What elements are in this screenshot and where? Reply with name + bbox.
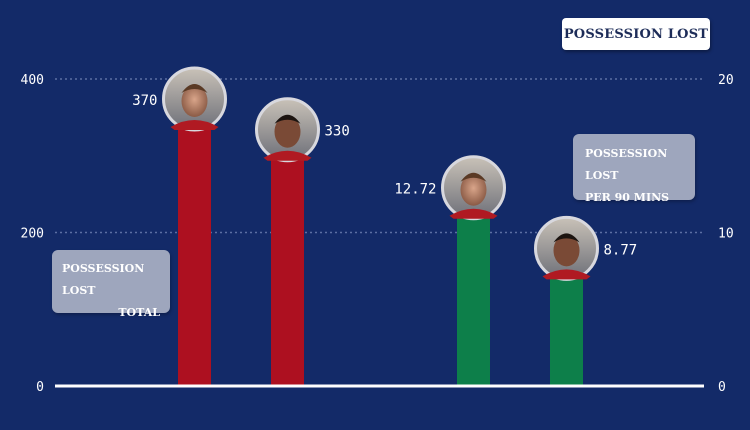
per90-label-line-1: POSSESSION LOST <box>585 147 668 182</box>
player-avatar-icon <box>162 66 227 132</box>
per90-series-label: POSSESSION LOST PER 90 MINS <box>573 134 695 204</box>
player-avatar-icon <box>534 215 599 281</box>
bar-total-player-1 <box>178 102 211 387</box>
right-tick-label: 0 <box>718 380 726 395</box>
chart-title: POSSESSION LOST <box>562 18 710 50</box>
bar-per90-player-1 <box>457 190 490 386</box>
right-tick-label: 20 <box>718 73 734 88</box>
bar-value-label: 330 <box>325 124 350 140</box>
right-tick-label: 10 <box>718 227 734 242</box>
total-label-line-2: TOTAL <box>118 306 160 319</box>
per90-label-line-2: PER 90 MINS <box>585 191 670 204</box>
bar-value-label: 8.77 <box>604 242 638 258</box>
left-tick-label: 400 <box>21 73 44 88</box>
bar-value-label: 12.72 <box>394 182 436 198</box>
player-avatar-icon <box>441 155 506 221</box>
bar-total-player-2 <box>271 132 304 386</box>
total-series-label: POSSESSION LOST TOTAL <box>52 250 170 319</box>
player-avatar-icon <box>255 97 320 163</box>
bar-value-label: 370 <box>132 93 157 109</box>
total-label-line-1: POSSESSION LOST <box>62 262 145 297</box>
left-tick-label: 200 <box>21 227 44 242</box>
left-tick-label: 0 <box>36 380 44 395</box>
